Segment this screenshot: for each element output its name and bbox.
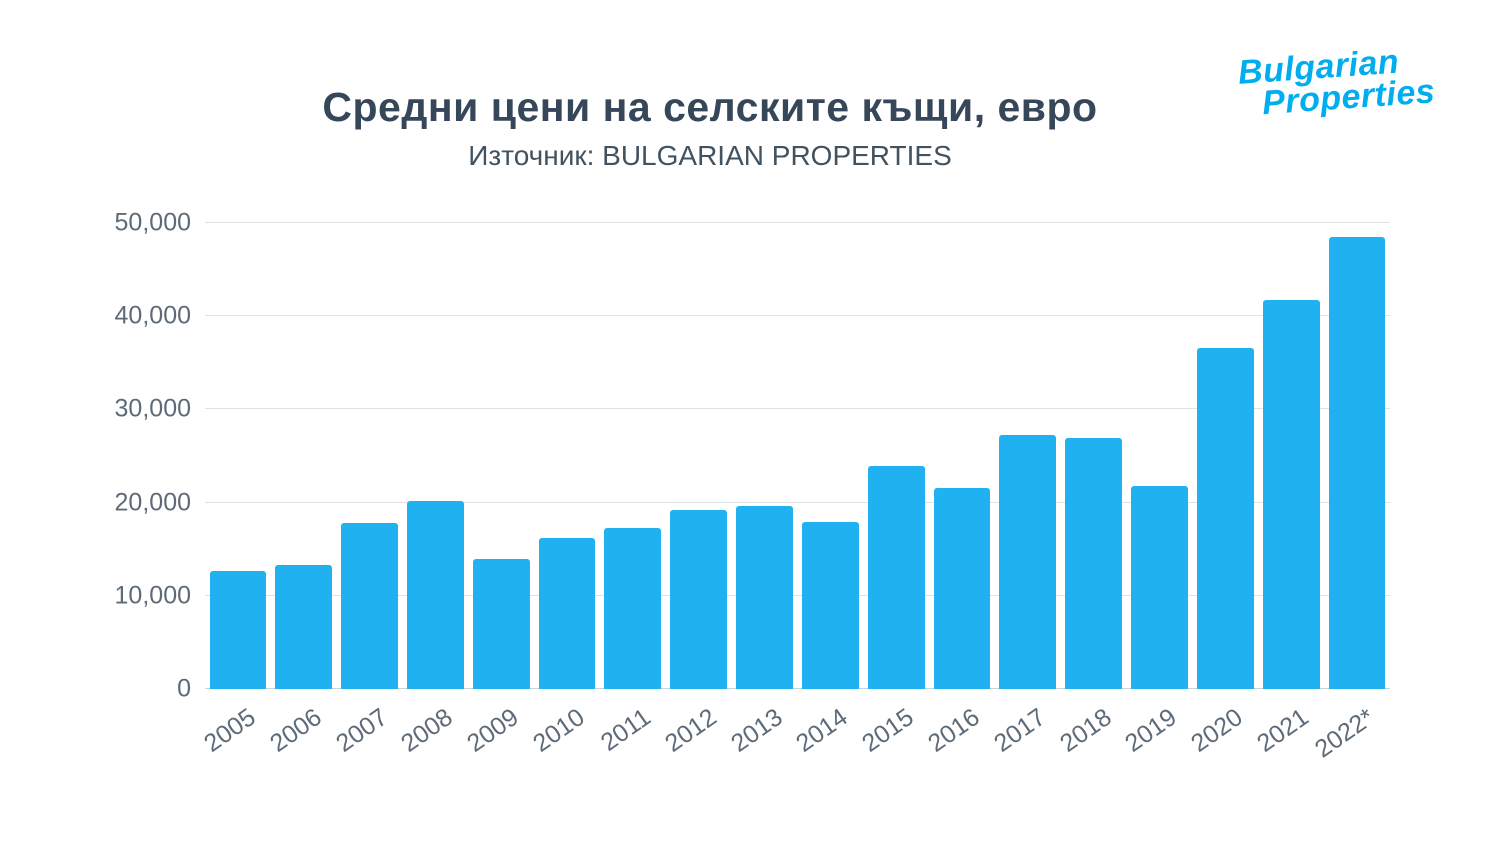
page-subtitle: Източник: BULGARIAN PROPERTIES	[468, 140, 952, 171]
bar	[801, 522, 859, 689]
y-tick-label: 20,000	[114, 488, 191, 517]
bar	[1196, 347, 1254, 689]
bar	[209, 570, 267, 689]
x-tick-label: 2018	[1054, 703, 1117, 758]
x-tick-label: 2015	[857, 703, 919, 758]
gridline	[205, 222, 1390, 223]
bar	[933, 487, 991, 689]
gridline	[205, 408, 1390, 410]
x-cell: 2017	[989, 689, 1061, 809]
x-tick-label: 2006	[264, 703, 327, 758]
bar	[604, 527, 662, 689]
x-cell: 2013	[726, 689, 798, 809]
x-cell: 2010	[528, 689, 600, 809]
x-axis-labels: 2005 2006 2007 2008 2009 2010 2011 2012 2013 2014…	[199, 689, 1390, 809]
bar	[275, 565, 333, 689]
x-cell: 2007	[331, 689, 403, 809]
x-tick-label: 2021	[1252, 703, 1314, 758]
x-tick-label: 2020	[1186, 703, 1248, 758]
x-tick-label: 2019	[1120, 703, 1183, 758]
y-tick-label: 40,000	[114, 301, 191, 330]
bar-slot	[863, 223, 929, 689]
x-tick-label: 2017	[988, 703, 1051, 758]
x-cell: 2021	[1252, 689, 1324, 809]
bar-slot	[666, 223, 732, 689]
page-title: Средни цени на селските къщи, евро	[322, 84, 1098, 130]
bar-slot	[732, 223, 798, 689]
x-cell: 2011	[595, 689, 666, 809]
x-tick-label: 2010	[528, 703, 590, 758]
bar	[736, 506, 793, 689]
x-cell: 2012	[660, 689, 732, 809]
y-tick-label: 30,000	[114, 394, 191, 423]
bar-slot	[1127, 223, 1193, 689]
bar	[867, 466, 925, 689]
bar-slot	[1192, 223, 1258, 689]
x-cell: 2014	[791, 689, 863, 809]
bar-slot	[929, 223, 995, 689]
x-cell: 2020	[1186, 689, 1258, 809]
bar-slot	[1061, 223, 1127, 689]
bar-slot	[600, 223, 666, 689]
bar-slot	[468, 223, 534, 689]
bar-slot	[402, 223, 468, 689]
y-tick-label: 10,000	[114, 581, 191, 610]
bar	[341, 523, 398, 689]
gridline	[205, 688, 1390, 689]
bar	[406, 500, 464, 689]
bar	[999, 434, 1057, 689]
x-tick-label: 2008	[396, 703, 459, 758]
x-cell: 2019	[1121, 689, 1193, 809]
bar	[670, 510, 728, 689]
x-tick-label: 2016	[923, 703, 985, 758]
gridline	[205, 501, 1390, 503]
bar-slot	[995, 223, 1061, 689]
chart-plot: 2005 2006 2007 2008 2009 2010 2011 2012 2013 2014…	[115, 209, 1390, 763]
brand-logo: Bulgarian Properties	[1237, 43, 1437, 123]
bar-slot	[1258, 223, 1324, 689]
bar-slot	[271, 223, 337, 689]
x-tick-label: 2009	[462, 703, 524, 758]
bar	[472, 559, 530, 689]
bar-slot	[797, 223, 863, 689]
x-tick-label: 2014	[791, 703, 854, 758]
x-cell: 2008	[396, 689, 468, 809]
bar-slot	[205, 223, 271, 689]
x-cell: 2009	[462, 689, 534, 809]
bars-row	[205, 223, 1390, 689]
bar	[1262, 300, 1320, 689]
x-cell: 2005	[199, 689, 271, 809]
x-tick-label: 2012	[659, 703, 722, 758]
gridline	[205, 594, 1390, 596]
gridline	[205, 315, 1390, 317]
x-cell: 2016	[923, 689, 995, 809]
bar	[1328, 236, 1386, 689]
y-tick-label: 50,000	[114, 208, 191, 237]
x-cell: 2018	[1055, 689, 1127, 809]
x-cell: 2015	[857, 689, 929, 809]
y-tick-label: 0	[177, 674, 191, 703]
bar	[1131, 485, 1188, 689]
x-tick-label: 2007	[330, 703, 393, 758]
bar	[1065, 438, 1123, 689]
bar-slot	[337, 223, 403, 689]
x-tick-label: 2011	[595, 703, 656, 757]
bar	[538, 538, 596, 689]
bar-slot	[534, 223, 600, 689]
x-tick-label: 2005	[198, 703, 261, 758]
x-cell: 2006	[265, 689, 337, 809]
x-cell: 2022*	[1310, 689, 1390, 809]
bar-slot	[1324, 223, 1390, 689]
x-tick-label: 2013	[725, 703, 788, 758]
